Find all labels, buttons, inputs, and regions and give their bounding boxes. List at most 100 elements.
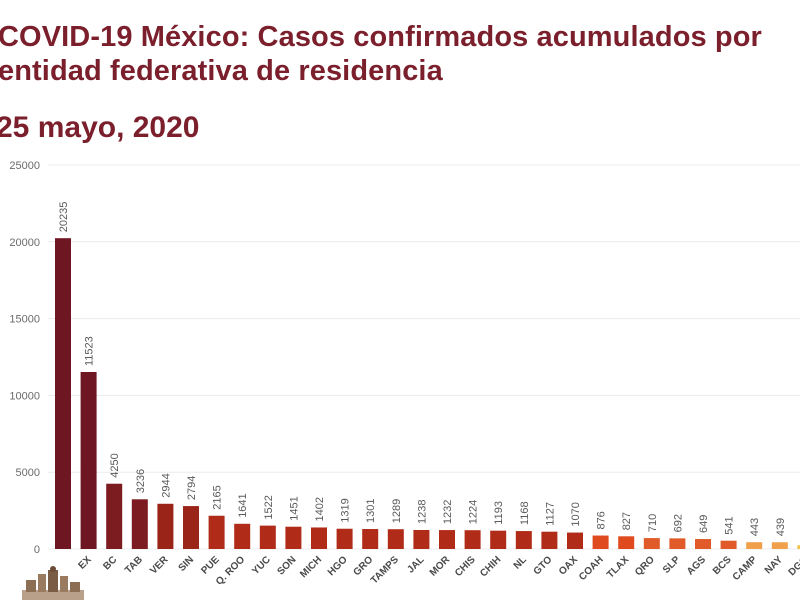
value-label: 1522 [263, 495, 275, 519]
value-label: 649 [698, 515, 710, 533]
x-tick-label: QRO [633, 554, 657, 578]
value-label: 1641 [237, 493, 249, 517]
bar-nay [771, 542, 788, 549]
bar-cdmx [55, 238, 71, 549]
x-tick-label: TAMPS [369, 554, 401, 586]
value-label: 2165 [212, 485, 224, 509]
y-tick-label: 5000 [16, 467, 40, 479]
value-label: 827 [621, 512, 633, 530]
bar-hgo [336, 528, 353, 549]
x-tick-label: DGO [787, 554, 800, 578]
value-label: 3236 [135, 469, 147, 493]
bar-mor [439, 530, 455, 549]
bar-tlax [618, 536, 635, 549]
value-label: 1232 [442, 500, 454, 524]
x-tick-label: NAY [763, 554, 785, 576]
x-tick-label: PUE [199, 554, 222, 577]
y-tick-label: 0 [34, 544, 40, 556]
y-tick-label: 25000 [9, 160, 40, 172]
x-tick-label: JAL [405, 554, 426, 575]
value-label: 1193 [493, 501, 505, 525]
bar-mex [80, 372, 97, 549]
x-tick-label: MICH [298, 554, 324, 580]
y-tick-label: 15000 [9, 314, 40, 326]
y-tick-label: 10000 [9, 390, 40, 402]
value-label: 2944 [160, 473, 172, 497]
government-logo-icon [22, 566, 84, 600]
value-label: 541 [724, 516, 736, 534]
x-tick-label: HGO [326, 554, 350, 578]
value-label: 1224 [468, 500, 480, 524]
x-tick-label: GTO [532, 554, 555, 577]
x-tick-label: OAX [557, 554, 580, 577]
bar-chis [464, 530, 481, 549]
bar-gto [541, 531, 558, 549]
value-label: 439 [775, 518, 787, 536]
value-label: 1238 [416, 499, 428, 523]
bar-gro [362, 529, 379, 549]
x-tick-label: TAB [123, 554, 145, 576]
value-label: 2794 [186, 476, 198, 500]
x-tick-label: Q. ROO [214, 554, 247, 587]
bar-bcs [720, 540, 737, 549]
value-label: 710 [647, 514, 659, 532]
x-tick-label: CHIH [478, 554, 503, 579]
bar-jal [413, 529, 430, 549]
value-label: 1070 [570, 502, 582, 526]
value-label: 1301 [365, 499, 377, 523]
x-tick-label: VER [148, 554, 171, 577]
bar-bc [106, 483, 123, 549]
x-tick-label: SIN [177, 554, 197, 574]
value-label: 1402 [314, 497, 326, 521]
bar-coah [592, 535, 609, 549]
bar-yuc [259, 525, 276, 549]
value-labels: 20235 11523 4250 3236 2944 2794 2165 1641 1522 14… [58, 202, 787, 537]
x-tick-label: CAMP [731, 554, 760, 583]
bar-chih [490, 530, 507, 549]
bar-sin [183, 506, 199, 549]
value-label: 1127 [544, 502, 556, 526]
x-tick-label: SLP [661, 554, 683, 576]
chart-date: 25 mayo, 2020 [0, 111, 200, 144]
value-label: 443 [749, 518, 761, 536]
value-label: 11523 [84, 336, 96, 366]
bar-dgo [797, 545, 800, 549]
bars [55, 238, 800, 549]
x-tick-label: MOR [428, 554, 453, 579]
bar-qro [643, 538, 660, 549]
bar-pue [208, 515, 225, 549]
bar-slp [669, 538, 686, 549]
chart-title-line-2: entidad federativa de residencia [0, 55, 443, 87]
x-tick-label: BC [101, 554, 119, 572]
value-label: 1319 [340, 498, 352, 522]
x-tick-label: AGS [685, 554, 708, 577]
x-tick-label: COAH [577, 554, 606, 583]
x-tick-label: YUC [250, 554, 273, 577]
x-tick-label: SON [275, 554, 298, 577]
y-tick-label: 20000 [9, 237, 40, 249]
chart-title-line-1: COVID-19 México: Casos confirmados acumu… [0, 21, 762, 53]
x-tick-label: TLAX [605, 554, 631, 580]
bar-oax [567, 532, 583, 549]
x-tick-label: NL [512, 554, 529, 571]
bar-son [285, 526, 302, 549]
value-label: 4250 [109, 453, 121, 477]
value-label: 876 [596, 511, 608, 529]
bar-q-roo [234, 523, 251, 549]
y-axis-ticks: 0 5000 10000 15000 20000 25000 [9, 160, 40, 556]
bar-camp [746, 542, 763, 549]
value-label: 1289 [391, 499, 403, 523]
x-tick-label: BCS [711, 554, 734, 577]
bar-mich [311, 527, 327, 549]
bar-tamps [387, 529, 404, 549]
value-label: 1451 [288, 496, 300, 520]
x-tick-label: CHIS [453, 554, 478, 579]
bar-tab [131, 499, 148, 549]
bar-ags [695, 539, 711, 549]
value-label: 20235 [58, 202, 70, 233]
value-label: 1168 [519, 501, 531, 525]
bar-ver [157, 503, 174, 549]
